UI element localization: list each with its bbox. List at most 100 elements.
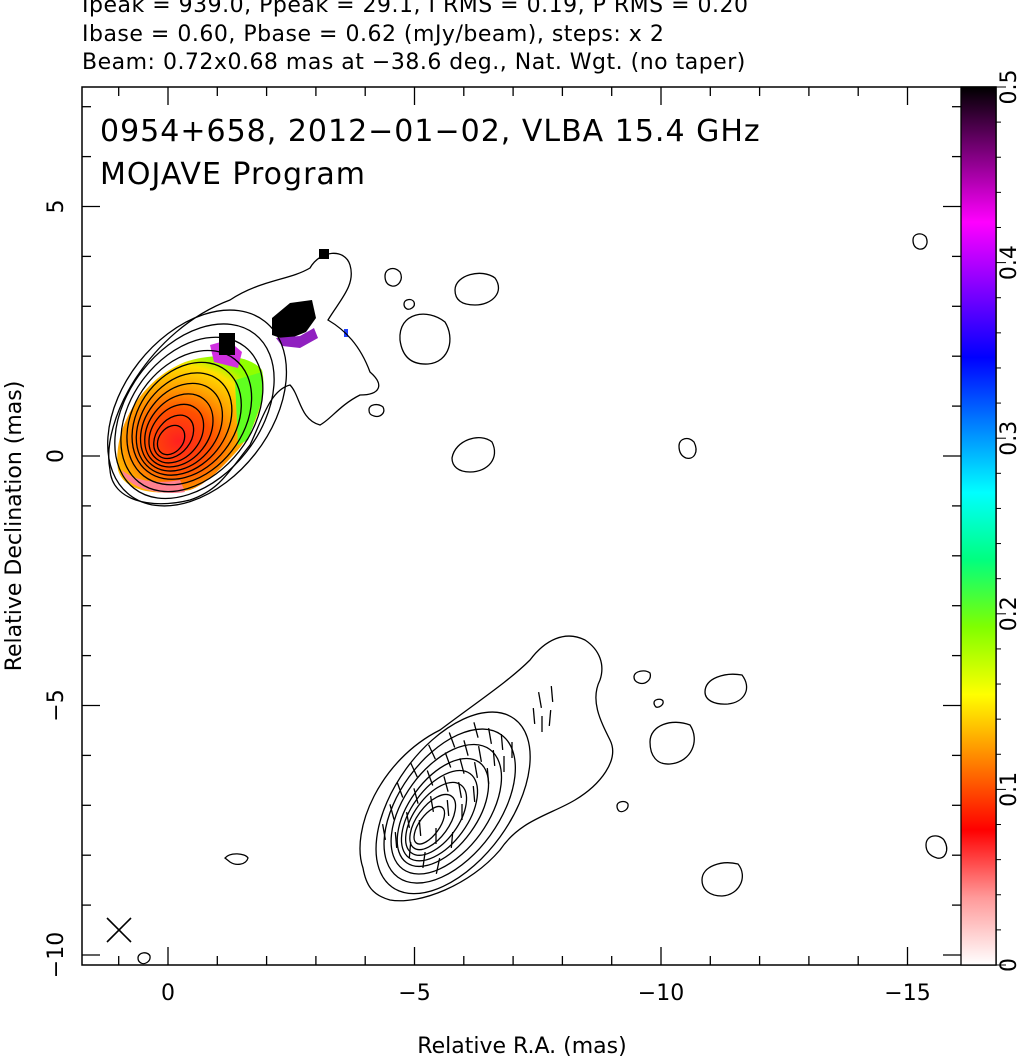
outer-contour — [633, 670, 651, 685]
evpa-tick — [435, 858, 441, 874]
evpa-tick — [422, 851, 426, 869]
outer-contour — [403, 298, 416, 310]
y-tick-label: 5 — [44, 200, 69, 214]
evpa-tick — [413, 788, 419, 804]
colorbar-tick-label: 0.2 — [997, 596, 1021, 631]
jet-contour — [375, 711, 531, 895]
y-axis-tick-labels: 5 0 −5 −10 — [44, 200, 69, 979]
outer-contour — [912, 233, 928, 250]
core-contour — [120, 336, 264, 493]
core-contour — [131, 361, 242, 480]
evpa-tick — [428, 744, 436, 760]
evpa-tick — [408, 841, 412, 859]
polarization-black-spot-2 — [272, 300, 316, 340]
evpa-tick — [537, 692, 543, 708]
x-tick-label: 0 — [161, 981, 175, 1006]
colorbar-tick-label: 0.5 — [997, 70, 1021, 105]
evpa-tick — [450, 831, 454, 849]
core-contour — [139, 382, 224, 472]
jet-contour — [409, 793, 457, 851]
core-pink-fringe — [122, 470, 185, 494]
outer-contour — [678, 437, 697, 459]
polarization-purple-patch — [276, 328, 318, 348]
intensity-contours — [107, 233, 948, 965]
evpa-tick — [550, 685, 554, 703]
outer-contour — [925, 835, 948, 859]
core-contour — [126, 349, 253, 486]
source-label: 0954+658, 2012−01−02, VLBA 15.4 GHz — [100, 114, 761, 149]
plot-frame — [81, 86, 997, 966]
jet-contour — [390, 743, 503, 875]
beam-marker — [106, 917, 132, 943]
outer-contour — [701, 862, 743, 897]
polarization-black-spot-1 — [219, 333, 235, 355]
evpa-tick — [394, 831, 398, 849]
core-contour — [107, 309, 288, 507]
evpa-tick — [381, 824, 387, 840]
evpa-tick — [448, 732, 456, 748]
evpa-tick — [426, 770, 434, 786]
evpa-tick — [486, 767, 490, 785]
evpa-tick — [396, 782, 404, 798]
x-axis-ticks — [118, 87, 909, 965]
colorbar-tick-label: 0.4 — [997, 245, 1021, 280]
evpa-tick — [463, 740, 469, 756]
evpa-ticks — [381, 685, 554, 874]
evpa-tick — [487, 728, 493, 744]
outer-contour — [399, 313, 451, 365]
header-line-1: Ipeak = 939.0, Ppeak = 29.1, I RMS = 0.1… — [82, 0, 749, 18]
evpa-tick — [444, 752, 452, 768]
evpa-tick — [492, 749, 496, 767]
evpa-tick — [459, 758, 465, 774]
core-contour — [144, 393, 214, 468]
evpa-tick — [418, 819, 422, 837]
y-axis-label: Relative Declination (mas) — [2, 381, 27, 672]
outer-contour — [137, 952, 151, 965]
outer-contour — [653, 698, 664, 708]
header-line-2: Ibase = 0.60, Pbase = 0.62 (mJy/beam), s… — [82, 22, 665, 47]
outer-contour — [451, 437, 496, 473]
jet-contour — [413, 805, 446, 845]
colorbar-tick-labels: 0 0.1 0.2 0.3 0.4 0.5 — [997, 70, 1021, 973]
evpa-tick — [548, 709, 552, 727]
core-contour — [148, 403, 205, 464]
polarization-black-spot-3 — [319, 249, 329, 259]
core-contour — [153, 414, 195, 460]
y-tick-label: −5 — [44, 689, 69, 721]
evpa-tick — [446, 799, 450, 817]
evpa-tick — [410, 762, 418, 778]
evpa-tick — [472, 785, 476, 803]
core-contour — [156, 424, 186, 456]
evpa-tick — [389, 804, 395, 820]
evpa-tick — [443, 776, 449, 792]
colorbar-tick-label: 0 — [997, 958, 1021, 972]
evpa-tick — [405, 812, 411, 828]
outer-contour — [704, 673, 748, 705]
x-tick-label: −10 — [638, 981, 684, 1006]
x-tick-label: −15 — [884, 981, 930, 1006]
x-axis-tick-labels: 0 −5 −10 −15 — [161, 981, 931, 1006]
evpa-tick — [429, 796, 435, 812]
outer-contour — [108, 252, 380, 505]
jet-contour — [405, 781, 468, 856]
evpa-tick — [477, 746, 483, 762]
jet-contour — [396, 757, 490, 868]
x-axis-label: Relative R.A. (mas) — [417, 1034, 626, 1059]
core-contour — [135, 372, 233, 476]
colorbar-tick-label: 0.3 — [997, 421, 1021, 456]
y-axis-ticks — [82, 106, 961, 956]
evpa-tick — [500, 733, 504, 751]
evpa-tick — [473, 762, 479, 778]
y-tick-label: −10 — [44, 932, 69, 978]
outer-contour — [384, 267, 402, 287]
y-tick-label: 0 — [44, 449, 69, 463]
core-contour — [114, 323, 275, 500]
evpa-tick — [532, 707, 536, 725]
colorbar-ticks — [996, 86, 1006, 966]
colorbar-tick-label: 0.1 — [997, 772, 1021, 807]
outer-contour — [368, 403, 385, 418]
x-tick-label: −5 — [398, 981, 430, 1006]
outer-contour — [224, 853, 249, 865]
outer-contour — [454, 272, 500, 306]
